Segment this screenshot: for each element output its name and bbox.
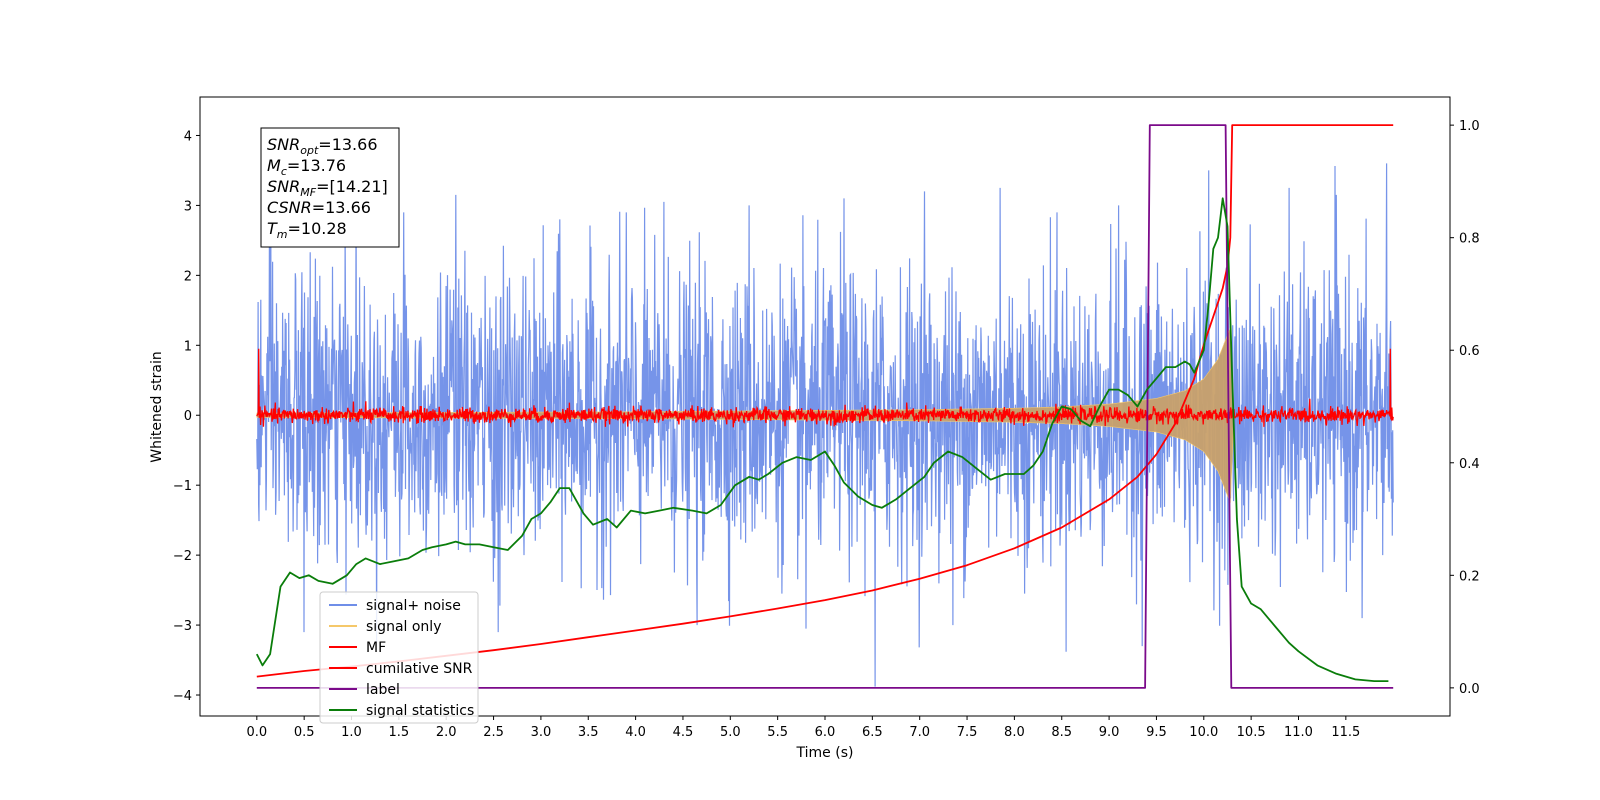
legend-label: signal only (366, 619, 441, 635)
legend-label: signal statistics (366, 703, 474, 719)
x-axis: 0.0 0.5 1.0 1.5 2.0 2.5 3.0 3.5 4.0 4.5 5.0 5.5 6.0 6… (246, 716, 1360, 740)
x-tick-label: 7.5 (957, 725, 978, 740)
annotation-line: CSNR=13.66 (267, 198, 371, 217)
plot-area (255, 124, 1394, 689)
y-tick-label: 0 (184, 409, 192, 424)
x-tick-label: 4.0 (625, 725, 646, 740)
stats-annotation-box: SNRopt=13.66Mc=13.76SNRMF=[14.21]CSNR=13… (260, 127, 400, 248)
y-axis-right: 0.0 0.2 0.4 0.6 0.8 1.0 (1450, 119, 1480, 697)
series-cumilative-snr (256, 124, 1394, 678)
x-tick-label: 7.0 (909, 725, 930, 740)
x-tick-label: 11.5 (1331, 725, 1360, 740)
x-tick-label: 8.5 (1051, 725, 1072, 740)
y-right-tick-label: 1.0 (1459, 119, 1480, 134)
legend-frame (319, 591, 479, 724)
annotation-line: Mc=13.76 (267, 156, 346, 178)
y-axis-left: −4 −3 −2 −1 0 1 2 3 4 (173, 129, 200, 704)
x-tick-label: 9.5 (1146, 725, 1167, 740)
x-axis-label: Time (s) (796, 745, 854, 761)
x-tick-label: 5.5 (767, 725, 788, 740)
legend-label: signal+ noise (366, 598, 461, 614)
x-tick-label: 11.0 (1284, 725, 1313, 740)
y-tick-label: 2 (184, 269, 192, 284)
x-tick-label: 5.0 (720, 725, 741, 740)
x-tick-label: 0.0 (246, 725, 267, 740)
legend-label: cumilative SNR (366, 661, 473, 677)
x-tick-label: 1.5 (389, 725, 410, 740)
y-right-tick-label: 0.8 (1459, 232, 1480, 247)
x-tick-label: 6.0 (815, 725, 836, 740)
annotation-line: SNRopt=13.66 (267, 135, 378, 157)
y-right-tick-label: 0.0 (1459, 682, 1480, 697)
y-right-tick-label: 0.4 (1459, 457, 1480, 472)
y-tick-label: 1 (184, 339, 192, 354)
y-right-tick-label: 0.6 (1459, 344, 1480, 359)
x-tick-label: 10.5 (1237, 725, 1266, 740)
series-signal-statistics (255, 197, 1389, 682)
x-tick-label: 4.5 (673, 725, 694, 740)
y-right-tick-label: 0.2 (1459, 569, 1480, 584)
x-tick-label: 10.0 (1189, 725, 1218, 740)
x-tick-label: 3.5 (578, 725, 599, 740)
x-tick-label: 1.0 (341, 725, 362, 740)
y-axis-label: Whitened strain (149, 351, 165, 462)
series-mf (256, 348, 1394, 428)
annotation-frame (260, 127, 400, 248)
y-tick-label: 3 (184, 199, 192, 214)
y-tick-label: −4 (173, 689, 192, 704)
x-tick-label: 3.0 (531, 725, 552, 740)
x-tick-label: 9.0 (1099, 725, 1120, 740)
series-label (256, 124, 1394, 689)
legend-label: label (366, 682, 400, 698)
y-tick-label: −2 (173, 549, 192, 564)
x-tick-label: 8.0 (1004, 725, 1025, 740)
x-tick-label: 2.5 (483, 725, 504, 740)
y-tick-label: 4 (184, 129, 192, 144)
x-tick-label: 2.0 (436, 725, 457, 740)
legend: signal+ noise signal only MF cumilative SNR… (319, 591, 479, 724)
legend-label: MF (366, 640, 386, 656)
x-tick-label: 0.5 (294, 725, 315, 740)
annotation-line: Tm=10.28 (267, 219, 347, 241)
annotation-line: SNRMF=[14.21] (267, 177, 388, 199)
y-tick-label: −1 (173, 479, 192, 494)
y-tick-label: −3 (173, 619, 192, 634)
x-tick-label: 6.5 (862, 725, 883, 740)
